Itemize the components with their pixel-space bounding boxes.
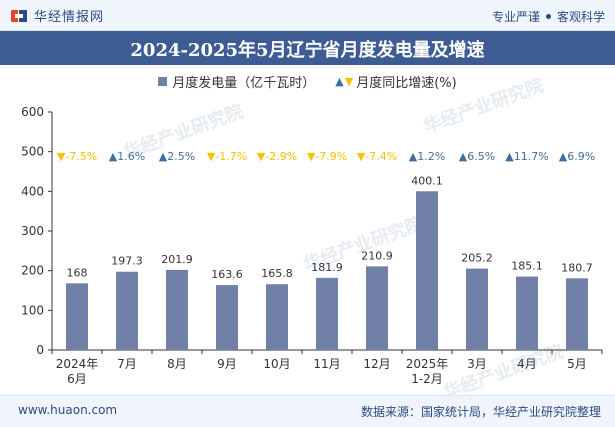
- y-tick-label: 500: [21, 145, 44, 159]
- bar: [116, 271, 138, 350]
- growth-rate-label: ▲6.5%: [459, 150, 495, 163]
- legend-bar-label: 月度发电量（亿千瓦时）: [172, 76, 316, 91]
- growth-rate-label: ▲2.5%: [159, 150, 195, 163]
- legend-growth-label: 月度同比增速(%): [356, 76, 457, 91]
- header-tags: 专业严谨 客观科学: [492, 8, 605, 25]
- bar-value-label: 168: [67, 266, 88, 279]
- bar: [266, 284, 288, 350]
- growth-rate-label: ▼-2.9%: [257, 150, 297, 163]
- bar-value-label: 400.1: [411, 174, 443, 187]
- top-bar: 华经情报网 专业严谨 客观科学: [0, 0, 615, 31]
- growth-rate-label: ▲1.2%: [409, 150, 445, 163]
- bar: [466, 268, 488, 350]
- x-tick-label: 8月: [167, 357, 187, 371]
- footer-source: 数据来源：国家统计局，华经产业研究院整理: [360, 405, 601, 419]
- bar-value-label: 163.6: [211, 268, 243, 281]
- bar-value-label: 181.9: [311, 261, 343, 274]
- legend-down-triangle-icon: ▼: [344, 75, 354, 88]
- bar-value-label: 210.9: [361, 249, 393, 262]
- brand-name: 华经情报网: [34, 10, 105, 25]
- bar-value-label: 201.9: [161, 253, 193, 266]
- tag-objective: 客观科学: [556, 10, 605, 24]
- chart-legend: 月度发电量（亿千瓦时） ▲ ▼ 月度同比增速(%): [0, 72, 615, 91]
- legend-bar-swatch: [158, 77, 168, 86]
- bar: [316, 277, 338, 350]
- legend-item-growth: ▲ ▼ 月度同比增速(%): [335, 72, 456, 91]
- bar-value-label: 185.1: [511, 260, 543, 273]
- tag-separator-dot: [545, 14, 551, 19]
- x-tick-label: 10月: [263, 357, 290, 371]
- title-bar: 2024-2025年5月辽宁省月度发电量及增速: [0, 31, 615, 65]
- x-tick-label: 2024年: [56, 357, 99, 371]
- bar: [216, 285, 238, 350]
- legend-up-triangle-icon: ▲: [335, 75, 344, 88]
- chart-bars: [66, 191, 588, 350]
- x-tick-label: 11月: [313, 357, 340, 371]
- footer: www.huaon.com 数据来源：国家统计局，华经产业研究院整理: [0, 395, 615, 427]
- growth-rate-label: ▲11.7%: [505, 150, 548, 163]
- x-tick-label: 12月: [363, 357, 390, 371]
- chart-title: 2024-2025年5月辽宁省月度发电量及增速: [130, 40, 485, 61]
- tag-professional: 专业严谨: [491, 10, 540, 24]
- x-tick-label: 9月: [217, 357, 237, 371]
- growth-rate-label: ▼-7.9%: [307, 150, 347, 163]
- bar: [166, 269, 188, 350]
- bar-value-label: 165.8: [261, 267, 293, 280]
- x-tick-label: 4月: [517, 357, 537, 371]
- growth-rate-label: ▼-7.4%: [357, 150, 397, 163]
- bar-value-label: 180.7: [561, 261, 593, 274]
- y-tick-label: 200: [21, 264, 44, 278]
- brand: 华经情报网: [10, 6, 104, 25]
- x-tick-label: 5月: [567, 357, 587, 371]
- x-tick-label: 6月: [67, 372, 87, 386]
- bar: [416, 191, 438, 350]
- brand-logo-icon: [11, 9, 27, 22]
- x-tick-label: 2025年: [406, 357, 449, 371]
- chart-axes: 0 100 200 300 400 500 600: [21, 105, 603, 357]
- bar: [366, 266, 388, 350]
- x-tick-label: 3月: [467, 357, 487, 371]
- x-tick-label: 7月: [117, 357, 137, 371]
- y-tick-label: 0: [36, 343, 44, 357]
- growth-rate-label: ▼-1.7%: [207, 150, 247, 163]
- bar: [566, 278, 588, 350]
- bar-value-label: 205.2: [461, 252, 493, 265]
- bar: [66, 283, 88, 350]
- x-tick-label: 1-2月: [411, 372, 443, 386]
- y-tick-label: 400: [21, 184, 44, 198]
- y-tick-label: 600: [21, 105, 44, 119]
- growth-rate-label: ▲6.9%: [559, 150, 595, 163]
- y-tick-label: 300: [21, 224, 44, 238]
- bar: [516, 276, 538, 350]
- footer-site: www.huaon.com: [18, 403, 118, 417]
- bar-value-label: 197.3: [111, 255, 143, 268]
- growth-rate-label: ▲1.6%: [109, 150, 145, 163]
- y-tick-label: 100: [21, 303, 44, 317]
- legend-item-generation: 月度发电量（亿千瓦时）: [158, 72, 315, 91]
- growth-rate-label: ▼-7.5%: [57, 150, 97, 163]
